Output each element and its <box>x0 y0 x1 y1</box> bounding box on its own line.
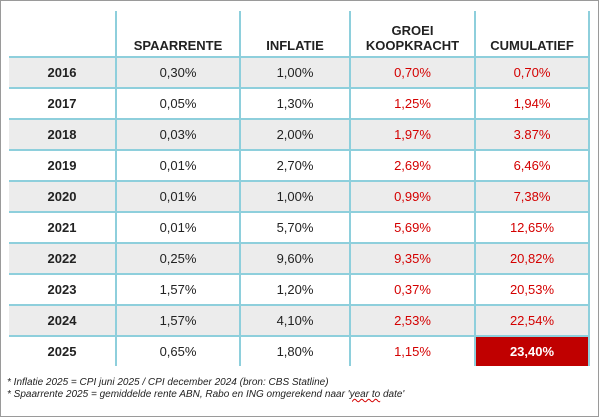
cell-year: 2019 <box>9 150 117 182</box>
cell-inflatie: 1,00% <box>239 181 351 213</box>
footnote-spaarrente: * Spaarrente 2025 = gemiddelde rente ABN… <box>7 389 404 401</box>
cell-inflatie: 1,30% <box>239 88 351 120</box>
cell-groei: 2,69% <box>349 150 476 182</box>
cell-year: 2018 <box>9 119 117 151</box>
cell-inflatie: 5,70% <box>239 212 351 244</box>
cell-groei: 0,99% <box>349 181 476 213</box>
cell-year: 2021 <box>9 212 117 244</box>
footnote-inflatie: * Inflatie 2025 = CPI juni 2025 / CPI de… <box>7 377 329 388</box>
cell-year: 2023 <box>9 274 117 306</box>
table-row: 2024 1,57% 4,10% 2,53% 22,54% <box>9 305 590 337</box>
cell-cumulatief: 6,46% <box>474 150 590 182</box>
cell-groei: 9,35% <box>349 243 476 275</box>
table-row: 2018 0,03% 2,00% 1,97% 3.87% <box>9 119 590 151</box>
table-row: 2016 0,30% 1,00% 0,70% 0,70% <box>9 57 590 89</box>
header-groei-koopkracht: GROEI KOOPKRACHT <box>349 11 476 58</box>
cell-spaarrente: 0,65% <box>115 336 241 366</box>
header-year-cell <box>9 11 117 58</box>
cell-spaarrente: 0,03% <box>115 119 241 151</box>
table-row: 2021 0,01% 5,70% 5,69% 12,65% <box>9 212 590 244</box>
cell-spaarrente: 0,01% <box>115 181 241 213</box>
table-row: 2017 0,05% 1,30% 1,25% 1,94% <box>9 88 590 120</box>
header-row: SPAARRENTE INFLATIE GROEI KOOPKRACHT CUM… <box>9 11 590 58</box>
cell-groei: 0,70% <box>349 57 476 89</box>
header-spaarrente: SPAARRENTE <box>115 11 241 58</box>
header-inflatie: INFLATIE <box>239 11 351 58</box>
cell-year: 2017 <box>9 88 117 120</box>
table-row: 2019 0,01% 2,70% 2,69% 6,46% <box>9 150 590 182</box>
cell-year: 2025 <box>9 336 117 366</box>
cell-groei: 2,53% <box>349 305 476 337</box>
cell-year: 2020 <box>9 181 117 213</box>
table-row: 2020 0,01% 1,00% 0,99% 7,38% <box>9 181 590 213</box>
cell-cumulatief: 1,94% <box>474 88 590 120</box>
cell-year: 2024 <box>9 305 117 337</box>
table-row: 2022 0,25% 9,60% 9,35% 20,82% <box>9 243 590 275</box>
cell-inflatie: 1,80% <box>239 336 351 366</box>
footnotes: * Inflatie 2025 = CPI juni 2025 / CPI de… <box>7 377 404 401</box>
cell-spaarrente: 0,25% <box>115 243 241 275</box>
cell-inflatie: 2,70% <box>239 150 351 182</box>
cell-cumulatief: 23,40% <box>474 336 590 366</box>
cell-groei: 1,97% <box>349 119 476 151</box>
cell-groei: 0,37% <box>349 274 476 306</box>
cell-spaarrente: 1,57% <box>115 305 241 337</box>
footnote-spaarrente-prefix: * Spaarrente 2025 = gemiddelde rente ABN… <box>7 389 350 400</box>
cell-inflatie: 1,00% <box>239 57 351 89</box>
cell-inflatie: 4,10% <box>239 305 351 337</box>
cell-year: 2022 <box>9 243 117 275</box>
header-cumulatief: CUMULATIEF <box>474 11 590 58</box>
cell-inflatie: 9,60% <box>239 243 351 275</box>
cell-inflatie: 2,00% <box>239 119 351 151</box>
cell-cumulatief: 20,53% <box>474 274 590 306</box>
header-groei-line1: GROEI <box>391 23 434 38</box>
cell-spaarrente: 0,05% <box>115 88 241 120</box>
cell-cumulatief: 22,54% <box>474 305 590 337</box>
cell-cumulatief: 0,70% <box>474 57 590 89</box>
table-row: 2023 1,57% 1,20% 0,37% 20,53% <box>9 274 590 306</box>
cell-cumulatief: 12,65% <box>474 212 590 244</box>
cell-spaarrente: 0,01% <box>115 212 241 244</box>
cell-groei: 1,25% <box>349 88 476 120</box>
koopkracht-table: SPAARRENTE INFLATIE GROEI KOOPKRACHT CUM… <box>9 11 590 366</box>
cell-cumulatief: 20,82% <box>474 243 590 275</box>
cell-inflatie: 1,20% <box>239 274 351 306</box>
cell-spaarrente: 1,57% <box>115 274 241 306</box>
cell-cumulatief: 7,38% <box>474 181 590 213</box>
footnote-spaarrente-underlined: year to <box>349 389 381 400</box>
cell-groei: 5,69% <box>349 212 476 244</box>
cell-spaarrente: 0,30% <box>115 57 241 89</box>
header-groei-line2: KOOPKRACHT <box>365 38 460 53</box>
cell-year: 2016 <box>9 57 117 89</box>
table-row: 2025 0,65% 1,80% 1,15% 23,40% <box>9 336 590 366</box>
table-body: 2016 0,30% 1,00% 0,70% 0,70% 2017 0,05% 1,30% 1,… <box>9 57 590 366</box>
cell-groei: 1,15% <box>349 336 476 366</box>
footnote-spaarrente-suffix: date' <box>380 389 405 400</box>
cell-spaarrente: 0,01% <box>115 150 241 182</box>
cell-cumulatief: 3.87% <box>474 119 590 151</box>
